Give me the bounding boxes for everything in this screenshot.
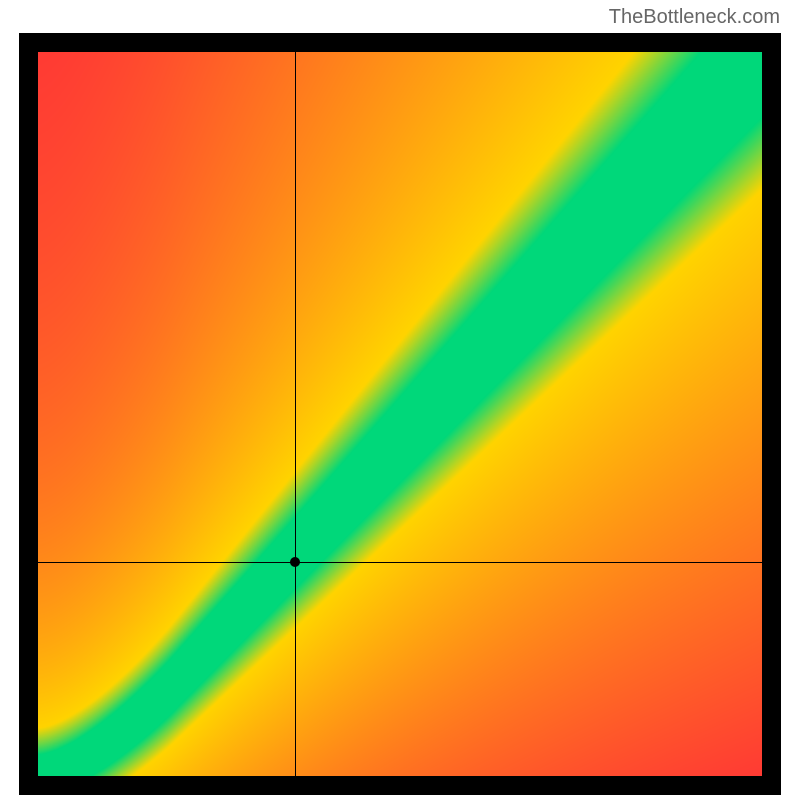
chart-frame bbox=[19, 33, 781, 795]
crosshair-horizontal bbox=[38, 562, 762, 563]
watermark-text: TheBottleneck.com bbox=[609, 6, 780, 29]
crosshair-vertical bbox=[295, 52, 296, 776]
crosshair-marker bbox=[290, 557, 300, 567]
heatmap-canvas bbox=[38, 52, 762, 776]
